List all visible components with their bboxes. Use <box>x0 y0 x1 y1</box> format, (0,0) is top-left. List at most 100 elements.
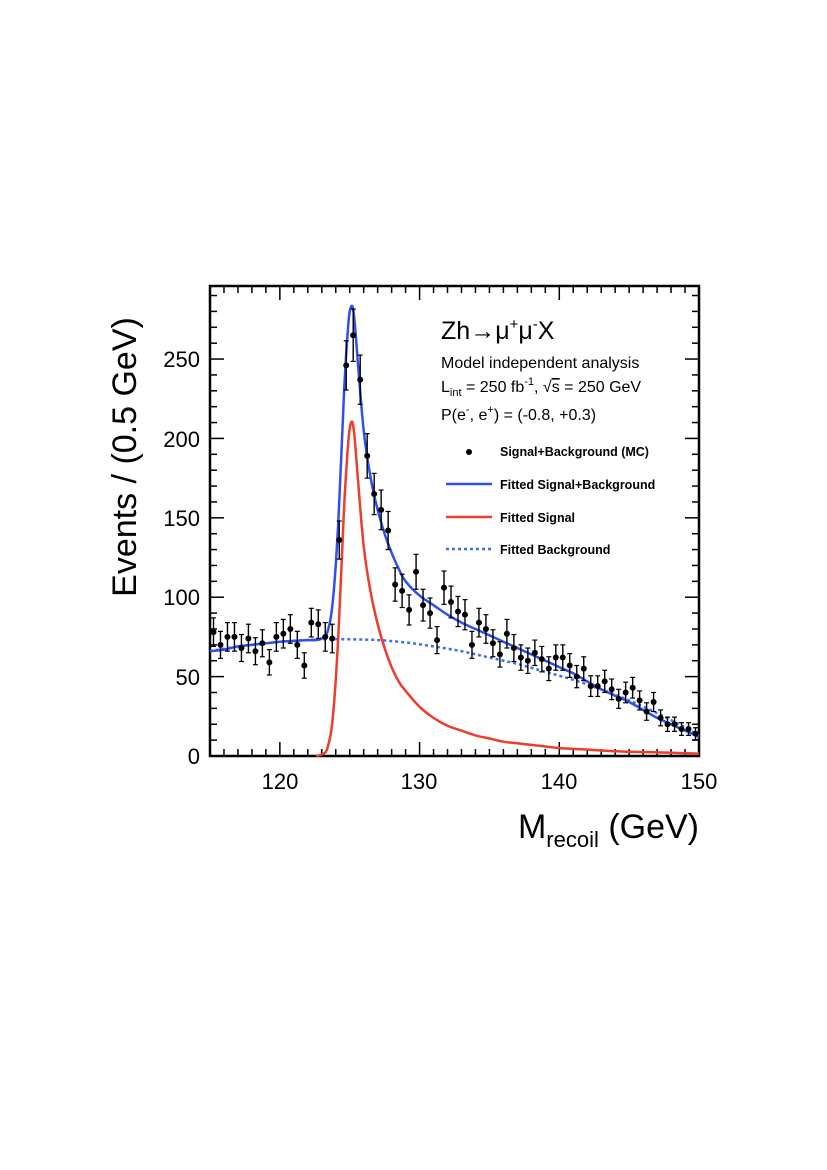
y-tick-labels: 0 50 100 150 200 250 <box>163 347 200 769</box>
data-point <box>231 622 238 652</box>
data-point <box>608 678 615 701</box>
axis-ticks <box>210 286 700 756</box>
data-points-layer <box>210 308 699 741</box>
data-point-marker <box>482 625 489 632</box>
data-point <box>266 649 273 676</box>
data-point <box>322 622 329 652</box>
pol-p: P(e <box>441 407 466 424</box>
data-point <box>287 614 294 644</box>
data-point <box>385 510 392 551</box>
data-point-marker <box>545 665 552 672</box>
data-point <box>587 675 594 698</box>
data-point <box>280 618 287 649</box>
data-point-marker <box>217 641 224 648</box>
data-point <box>427 597 434 629</box>
process-label: Zh→μ+μ-X <box>441 316 555 345</box>
data-point-marker <box>385 527 392 534</box>
data-point <box>482 614 489 644</box>
data-point <box>217 630 224 659</box>
data-point-marker <box>259 640 266 647</box>
process-plus: + <box>510 316 519 333</box>
data-point-marker <box>524 657 531 664</box>
data-point-marker <box>496 651 503 658</box>
data-point <box>238 633 245 663</box>
data-point-marker <box>454 608 461 615</box>
data-point <box>517 644 524 671</box>
data-point <box>392 567 399 602</box>
legend-label-fit-total: Fitted Signal+Background <box>500 478 655 492</box>
legend-label-fit-signal: Fitted Signal <box>500 511 575 525</box>
data-point <box>622 681 629 704</box>
data-point-marker <box>608 686 615 693</box>
data-point-marker <box>287 625 294 632</box>
data-point <box>371 472 378 516</box>
data-point-marker <box>315 621 322 628</box>
process-minus: - <box>533 316 538 333</box>
data-point-marker <box>357 376 364 383</box>
data-point <box>559 644 566 671</box>
data-point <box>245 623 252 654</box>
data-point <box>545 656 552 682</box>
data-point-marker <box>678 726 685 733</box>
data-point-marker <box>636 697 643 704</box>
data-point <box>448 585 455 619</box>
data-point <box>573 664 580 689</box>
data-point-marker <box>503 630 510 637</box>
data-point-marker <box>329 635 336 642</box>
data-point <box>343 340 350 391</box>
data-point-marker <box>559 654 566 661</box>
y-tick-label-200: 200 <box>163 427 200 452</box>
lumi-int: int <box>450 387 462 399</box>
process-mu-2: μ <box>518 317 532 345</box>
data-point-marker <box>231 633 238 640</box>
data-point <box>664 716 671 732</box>
data-point-marker <box>601 678 608 685</box>
x-axis-title-main: M <box>518 808 546 846</box>
data-point-marker <box>552 654 559 661</box>
data-point-marker <box>461 611 468 618</box>
data-point <box>413 553 420 590</box>
y-tick-label-150: 150 <box>163 506 200 531</box>
data-point <box>671 716 678 732</box>
data-point-marker <box>538 656 545 663</box>
data-point <box>252 637 259 666</box>
data-point-marker <box>406 606 413 613</box>
data-point <box>531 639 538 667</box>
data-point <box>692 727 699 741</box>
data-point-marker <box>489 640 496 647</box>
data-point <box>552 644 559 671</box>
data-point-marker <box>336 537 343 544</box>
data-point <box>636 690 643 711</box>
data-point-marker <box>392 581 399 588</box>
data-point-marker <box>594 683 601 690</box>
data-point-marker <box>657 714 664 721</box>
data-point <box>685 722 692 736</box>
process-mu-1: μ <box>495 317 509 345</box>
legend-marker-mc <box>466 449 472 455</box>
data-point-marker <box>468 641 475 648</box>
process-base: Zh <box>441 317 470 345</box>
data-point <box>461 598 468 631</box>
data-point-marker <box>266 659 273 666</box>
data-point <box>489 629 496 658</box>
data-point-marker <box>629 684 636 691</box>
lumi-value: = 250 fb <box>462 379 525 396</box>
x-tick-label-130: 130 <box>401 769 438 794</box>
data-point-marker <box>587 683 594 690</box>
y-tick-label-0: 0 <box>188 744 200 769</box>
x-axis-title-sub: recoil <box>546 827 599 852</box>
y-tick-label-50: 50 <box>176 665 200 690</box>
data-point-marker <box>399 587 406 594</box>
data-point <box>406 594 413 626</box>
data-point <box>364 433 371 479</box>
luminosity-label: Lint = 250 fb-1, √s = 250 GeV <box>441 376 641 399</box>
pol-mid: , e <box>470 407 488 424</box>
data-point <box>259 629 266 658</box>
data-point <box>301 652 308 679</box>
data-point <box>336 520 343 560</box>
data-point <box>496 641 503 668</box>
pol-e-plus: + <box>487 404 493 416</box>
pol-e-minus: - <box>466 404 470 416</box>
data-point <box>615 688 622 709</box>
data-point-marker <box>685 726 692 733</box>
